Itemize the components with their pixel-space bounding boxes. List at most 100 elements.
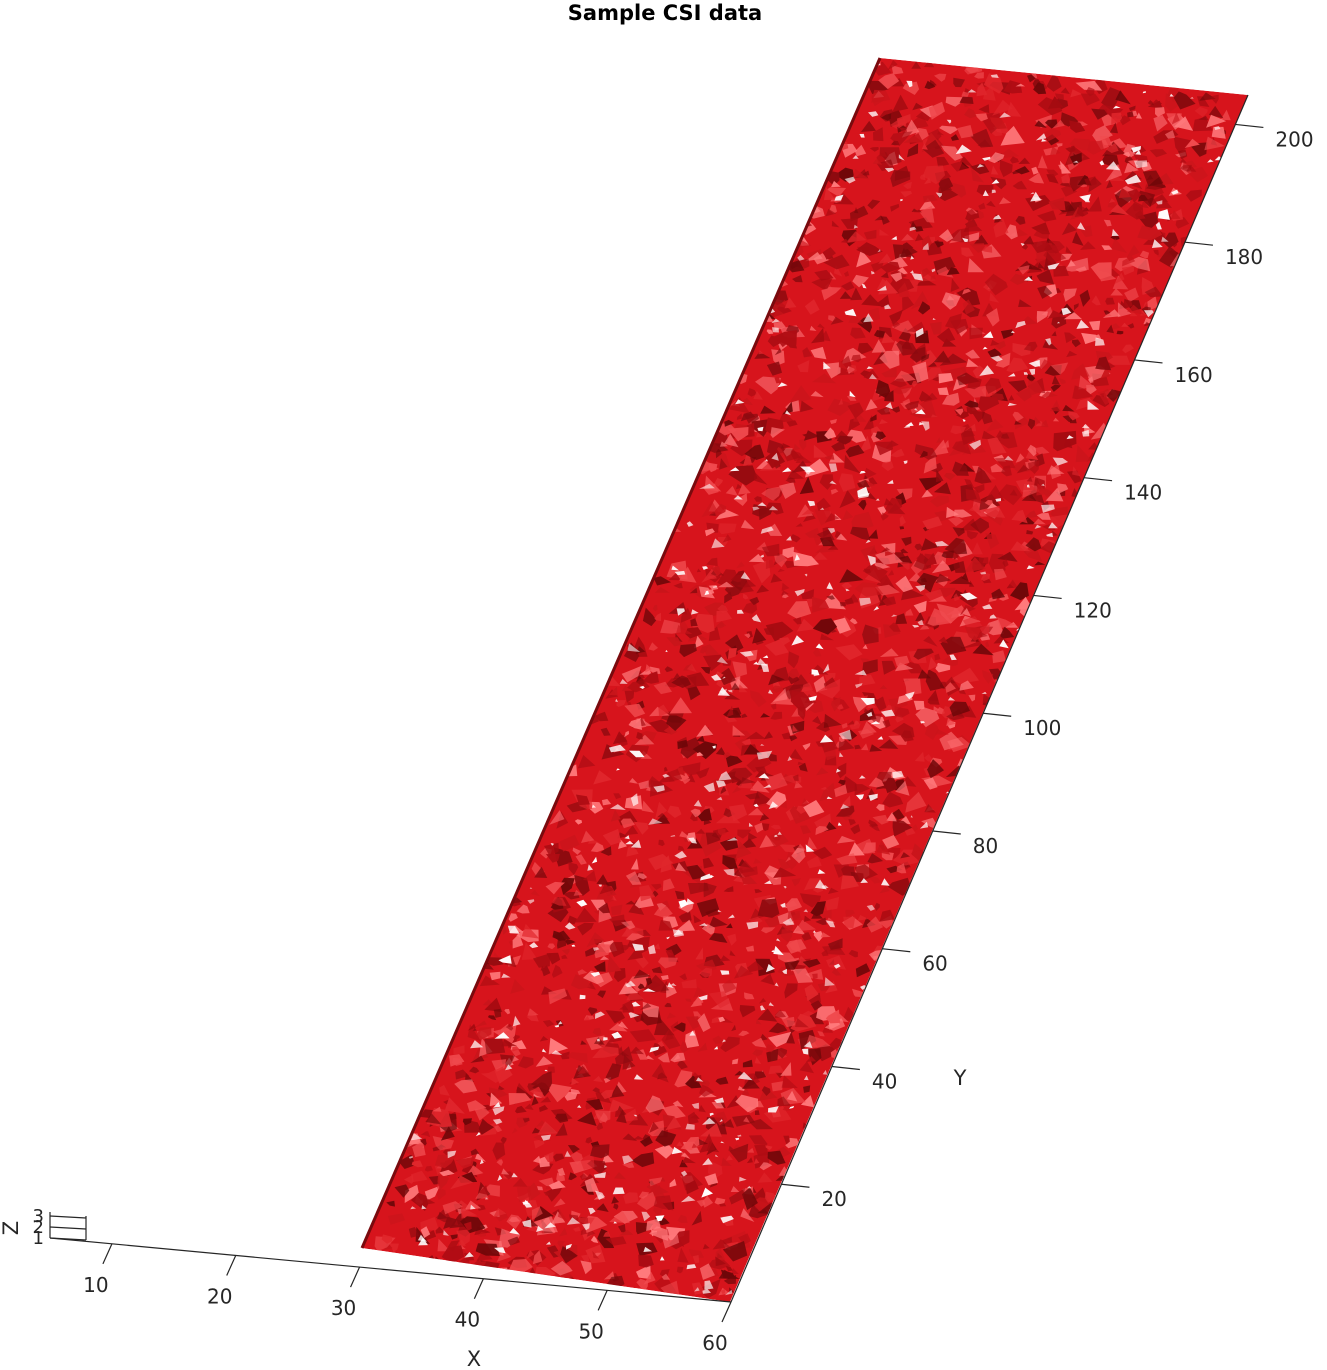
surface-facet: [787, 668, 800, 679]
surface-highlight: [649, 1046, 660, 1053]
surface-highlight: [825, 920, 836, 928]
surface-facet: [539, 1105, 549, 1112]
surface-facet: [695, 828, 705, 834]
surface-facet: [850, 287, 863, 301]
surface-facet: [903, 181, 912, 189]
surface-facet: [721, 1288, 726, 1294]
surface-facet: [824, 1018, 846, 1031]
surface-facet: [478, 1118, 495, 1135]
surface-facet: [661, 1273, 671, 1280]
surface-facet: [964, 400, 980, 408]
surface-facet: [946, 381, 956, 388]
surface-highlight: [674, 570, 686, 576]
surface-facet: [987, 437, 1007, 455]
surface-facet: [1041, 419, 1049, 428]
surface-facet: [966, 208, 977, 220]
surface-facet: [871, 388, 884, 402]
surface-facet: [950, 134, 959, 141]
surface-facet: [781, 1016, 795, 1028]
surface-facet: [475, 1243, 500, 1256]
surface-facet: [670, 1021, 679, 1033]
surface-facet: [638, 780, 649, 790]
surface-facet: [970, 166, 985, 183]
surface-highlight: [860, 878, 868, 883]
surface-highlight: [737, 1071, 753, 1081]
surface-facet: [754, 351, 771, 359]
surface-facet: [854, 744, 861, 750]
surface-facet: [969, 580, 975, 587]
surface-highlight: [935, 541, 949, 547]
surface-facet: [675, 862, 687, 872]
surface-facet: [747, 961, 764, 973]
surface-facet: [985, 641, 990, 647]
surface-facet: [940, 636, 967, 655]
surface-facet: [1014, 420, 1022, 425]
surface-highlight: [631, 1001, 641, 1007]
surface-highlight: [764, 880, 772, 884]
surface-facet: [1026, 530, 1034, 535]
surface-facet: [799, 438, 807, 451]
surface-facet: [956, 287, 981, 306]
surface-facet: [989, 117, 1007, 129]
surface-facet: [1009, 273, 1028, 285]
surface-facet: [930, 495, 950, 508]
surface-highlight: [704, 1280, 714, 1290]
surface-facet: [576, 922, 594, 936]
surface-facet: [643, 974, 670, 993]
surface-facet: [609, 1210, 630, 1224]
surface-facet: [786, 469, 805, 480]
surface-facet: [691, 1143, 698, 1148]
surface-facet: [853, 169, 870, 180]
surface-facet: [835, 805, 855, 817]
surface-facet: [764, 1191, 777, 1203]
surface-facet: [821, 287, 842, 301]
surface-facet: [766, 523, 783, 536]
surface-facet: [890, 203, 900, 212]
surface-facet: [623, 1192, 639, 1204]
surface-facet: [1072, 339, 1081, 348]
surface-facet: [621, 920, 636, 930]
surface-facet: [556, 1172, 565, 1182]
surface-facet: [785, 477, 796, 483]
surface-highlight: [686, 1264, 697, 1270]
surface-facet: [890, 131, 913, 147]
surface-highlight: [1105, 161, 1121, 171]
surface-facet: [411, 1160, 423, 1168]
surface-highlight: [593, 1172, 606, 1178]
surface-facet: [599, 883, 615, 895]
surface-facet: [623, 643, 640, 662]
surface-facet: [658, 704, 670, 717]
surface-highlight: [805, 844, 815, 852]
surface-facet: [820, 633, 834, 641]
surface-facet: [751, 1037, 767, 1048]
surface-facet: [951, 182, 967, 198]
surface-facet: [936, 603, 959, 624]
surface-facet: [1122, 255, 1136, 267]
surface-highlight: [1007, 402, 1018, 407]
surface-facet: [830, 316, 844, 325]
surface-highlight: [1112, 105, 1121, 109]
surface-highlight: [509, 1228, 520, 1235]
surface-facet: [744, 633, 751, 639]
surface-facet: [1080, 93, 1100, 106]
surface-facet: [851, 511, 874, 532]
surface-facet: [748, 1203, 769, 1219]
surface-facet: [919, 623, 930, 630]
surface-highlight: [760, 526, 774, 534]
surface-facet: [752, 627, 767, 644]
surface-facet: [593, 770, 612, 785]
surface-highlight: [1131, 146, 1141, 153]
x-tick-mark: [226, 1255, 237, 1276]
surface-facet: [755, 958, 775, 977]
surface-facet: [754, 1057, 762, 1064]
surface-facet: [440, 1126, 455, 1141]
surface-facet: [736, 561, 745, 569]
surface-facet: [450, 1175, 474, 1190]
surface-highlight: [698, 994, 708, 1001]
surface-facet: [743, 1116, 750, 1123]
surface-facet: [696, 752, 704, 757]
surface-facet: [743, 744, 763, 755]
surface-highlight: [762, 655, 769, 658]
surface-facet: [633, 821, 649, 835]
surface-facet: [557, 1209, 568, 1221]
